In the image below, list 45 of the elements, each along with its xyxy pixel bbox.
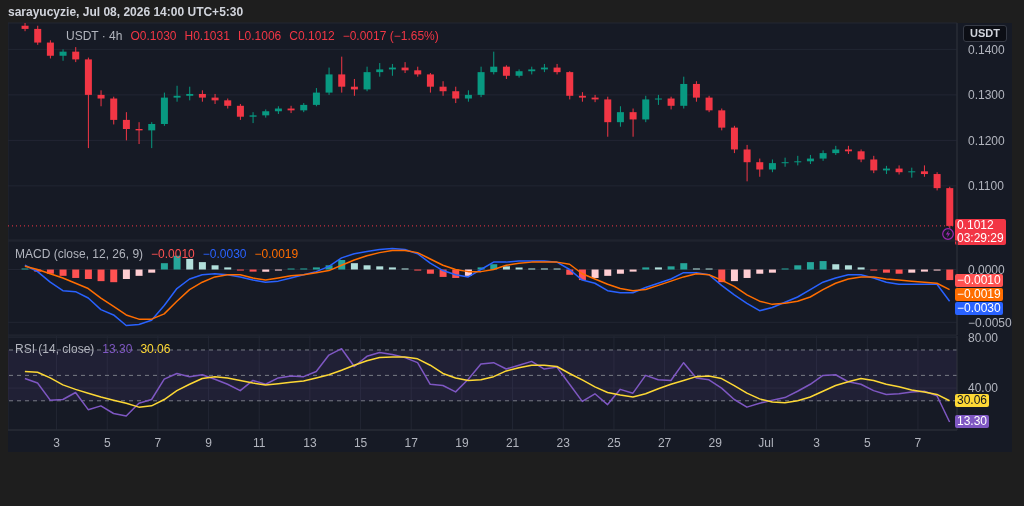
y-tick-label: 80.00	[968, 330, 999, 345]
text: RSI (14, close)	[15, 342, 95, 356]
annotation: −0.0017 (−1.65%)	[342, 29, 439, 43]
ref-line-label: 0.1012 03:29:29	[957, 218, 1004, 246]
text: MACD (close, 12, 26, 9)	[15, 247, 144, 261]
annotation: L0.1006	[237, 29, 282, 43]
x-tick-label: 13	[303, 435, 317, 450]
annotation: 30.06	[140, 342, 171, 356]
x-tick-label: 9	[205, 435, 213, 450]
annotation: −0.0019	[254, 247, 299, 261]
x-tick-label: 15	[353, 435, 368, 450]
y-tick-label: 40.00	[968, 381, 999, 396]
x-tick-label: 3	[813, 435, 821, 450]
annotation: −0.0030	[202, 247, 247, 261]
y-axis-title: USDT	[970, 27, 1000, 39]
annotation: −0.0010	[151, 247, 195, 261]
text: USDT · 4h	[66, 29, 123, 43]
x-tick-label: 5	[103, 435, 111, 450]
x-tick-label: 19	[455, 435, 469, 450]
x-tick-label: 29	[708, 435, 723, 450]
x-tick-label: 21	[505, 435, 520, 450]
x-tick-label: 27	[657, 435, 672, 450]
data-label: −0.0030	[957, 300, 1001, 315]
x-tick-label: 7	[914, 435, 922, 450]
annotation: H0.1031	[184, 29, 230, 43]
data-label: −0.0019	[957, 286, 1001, 301]
x-tick-label: 17	[404, 435, 419, 450]
x-tick-label: 11	[253, 435, 266, 450]
annotation: O0.1030	[130, 29, 177, 43]
x-tick-label: 7	[154, 435, 162, 450]
x-tick-label: 5	[863, 435, 871, 450]
y-tick-label: 0.1100	[968, 179, 1005, 194]
y-tick-label: 0.1400	[968, 42, 1006, 57]
chart-subtitle: sarayucyzie, Jul 08, 2026 14:00 UTC+5:30	[8, 4, 244, 19]
y-tick-label: −0.0050	[968, 315, 1013, 330]
x-tick-label: Jul	[758, 435, 774, 450]
annotation: 13.30	[102, 342, 133, 356]
x-tick-label: 3	[53, 435, 61, 450]
annotation: C0.1012	[289, 29, 335, 43]
data-label: 30.06	[957, 393, 988, 408]
x-tick-label: 25	[607, 435, 621, 450]
y-tick-label: 0.1200	[968, 133, 1006, 148]
x-tick-label: 23	[556, 435, 571, 450]
y-tick-label: 0.1300	[968, 88, 1006, 103]
data-label: 13.30	[957, 414, 988, 429]
